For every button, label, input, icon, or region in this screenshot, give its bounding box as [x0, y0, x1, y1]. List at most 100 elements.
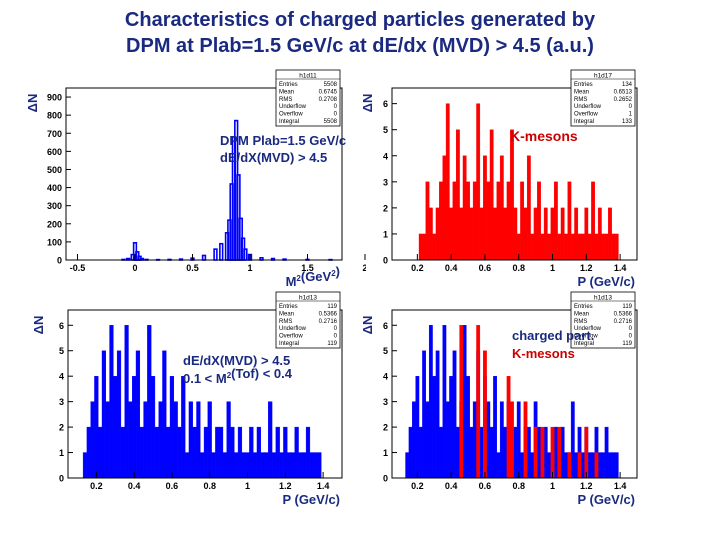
- stat-box-value: 0: [629, 326, 633, 332]
- histogram-bar: [116, 350, 122, 479]
- histogram-bar: [264, 452, 269, 479]
- stat-box-value: 0.5366: [614, 311, 633, 317]
- histogram-bar: [570, 401, 575, 479]
- stat-box-value: 119: [327, 341, 337, 347]
- histogram-bar: [418, 233, 423, 261]
- histogram-bar: [249, 426, 254, 479]
- histogram-bar: [132, 375, 137, 479]
- histogram-bar: [476, 103, 481, 261]
- histogram-bar: [226, 401, 231, 479]
- histogram-panel-bottom-right: 0 1 2 3 4 5 6 0.2 0.4 0.6 0.8 1 1.2 1.4 ΔN P (GeV/c) h1d…: [360, 290, 702, 507]
- histogram-bar: [523, 401, 528, 479]
- histogram-bar: [540, 233, 545, 261]
- histogram-panel-top-right: 0 1 2 3 4 5 6 0.2 0.4 0.6 0.8 1 1.2 1.4 ΔN P (GeV/c) h1d…: [360, 66, 702, 289]
- histogram-bar: [435, 350, 440, 479]
- histogram-bar: [124, 325, 129, 479]
- histogram-bar: [459, 207, 464, 261]
- histogram-bar: [476, 325, 481, 479]
- histogram-bar: [594, 233, 599, 261]
- histogram-bar: [499, 155, 504, 261]
- y-tick-label: 0: [59, 474, 64, 484]
- histogram-bar: [192, 426, 197, 479]
- histogram-bar: [611, 233, 616, 261]
- chart-annotation: K-mesons: [510, 128, 578, 144]
- x-tick-label: 0.5: [186, 263, 199, 273]
- y-tick-label: 4: [383, 372, 388, 382]
- histogram-panel-bottom-left: 0 1 2 3 4 5 6 0.2 0.4 0.6 0.8 1 1.2 1.4 ΔN P (GeV/c) h1d…: [30, 290, 366, 507]
- histogram-bar: [98, 426, 103, 479]
- y-tick-label: 0: [383, 474, 388, 484]
- histogram-bar: [188, 401, 193, 479]
- histogram-bar: [109, 325, 114, 479]
- histogram-bar: [506, 181, 511, 261]
- histogram-bar: [483, 350, 487, 479]
- histogram-bar: [547, 452, 552, 479]
- y-tick-label: 500: [47, 165, 62, 175]
- histogram-bar: [241, 452, 246, 479]
- histogram-bar: [181, 375, 186, 479]
- chart-annotation: dE/dX(MVD) > 4.5: [220, 150, 327, 165]
- histogram-bar: [268, 401, 273, 479]
- histogram-bar: [283, 426, 288, 479]
- histogram-bar: [594, 452, 599, 479]
- histogram-bar: [570, 233, 575, 261]
- histogram-bar: [483, 155, 487, 261]
- histogram-bar: [469, 426, 474, 479]
- stat-box-key: Entries: [574, 82, 593, 88]
- histogram-bar: [317, 452, 322, 479]
- stat-box-key: RMS: [279, 319, 292, 325]
- stat-box-value: 0: [334, 334, 338, 340]
- stat-box-key: Integral: [574, 341, 594, 347]
- stat-box-key: Mean: [574, 89, 589, 95]
- histogram-bar: [412, 401, 416, 479]
- chart-annotation: DPM Plab=1.5 GeV/c: [220, 133, 346, 148]
- histogram-bar: [196, 401, 201, 479]
- histogram-bar: [510, 401, 514, 479]
- histogram-bar: [513, 426, 518, 479]
- histogram-bar: [449, 375, 454, 479]
- histogram-bar: [94, 375, 99, 479]
- histogram-bar: [554, 426, 558, 479]
- stat-box-value: 0: [334, 112, 338, 118]
- y-tick-label: 2: [383, 203, 388, 213]
- stat-box-value: 0.2708: [319, 97, 338, 103]
- histogram-bar: [184, 452, 190, 479]
- histogram-bar: [135, 350, 141, 479]
- histogram-bar: [564, 452, 568, 479]
- histogram-bar: [577, 452, 582, 479]
- histogram-bar: [587, 452, 592, 479]
- histogram-bar: [503, 426, 508, 479]
- stat-box-name: h1d13: [594, 295, 612, 302]
- histogram-bar: [557, 233, 562, 261]
- histogram-bar: [554, 181, 558, 261]
- y-tick-label: 5: [383, 125, 388, 135]
- x-tick-label: 1: [550, 481, 555, 491]
- histogram-bar: [533, 426, 538, 479]
- x-tick-label: 0.2: [90, 481, 103, 491]
- histogram-bar: [601, 233, 606, 261]
- histogram-bar: [506, 375, 511, 479]
- stat-box-name: h1d13: [299, 295, 317, 302]
- plot-frame: [391, 309, 638, 479]
- stat-box-value: 5508: [324, 119, 338, 125]
- histogram-bar: [567, 181, 572, 261]
- stat-box-key: Overflow: [574, 112, 598, 118]
- histogram-bar: [584, 207, 589, 261]
- stat-box-key: Overflow: [279, 334, 303, 340]
- histogram-bar: [479, 207, 484, 261]
- histogram-bar: [560, 426, 565, 479]
- series-histogram: [82, 325, 322, 479]
- stat-box-key: Overflow: [279, 112, 303, 118]
- histogram-bar: [287, 452, 292, 479]
- histogram-bar: [86, 426, 91, 479]
- x-tick-label: 1.4: [614, 263, 627, 273]
- y-axis-label: ΔN: [360, 316, 375, 335]
- stat-box-frame: [570, 69, 636, 127]
- x-tick-label: 0.4: [445, 263, 458, 273]
- histogram-bar: [574, 452, 579, 479]
- y-tick-label: 3: [59, 397, 64, 407]
- histogram-bar: [499, 401, 504, 479]
- histogram-bar: [526, 426, 531, 479]
